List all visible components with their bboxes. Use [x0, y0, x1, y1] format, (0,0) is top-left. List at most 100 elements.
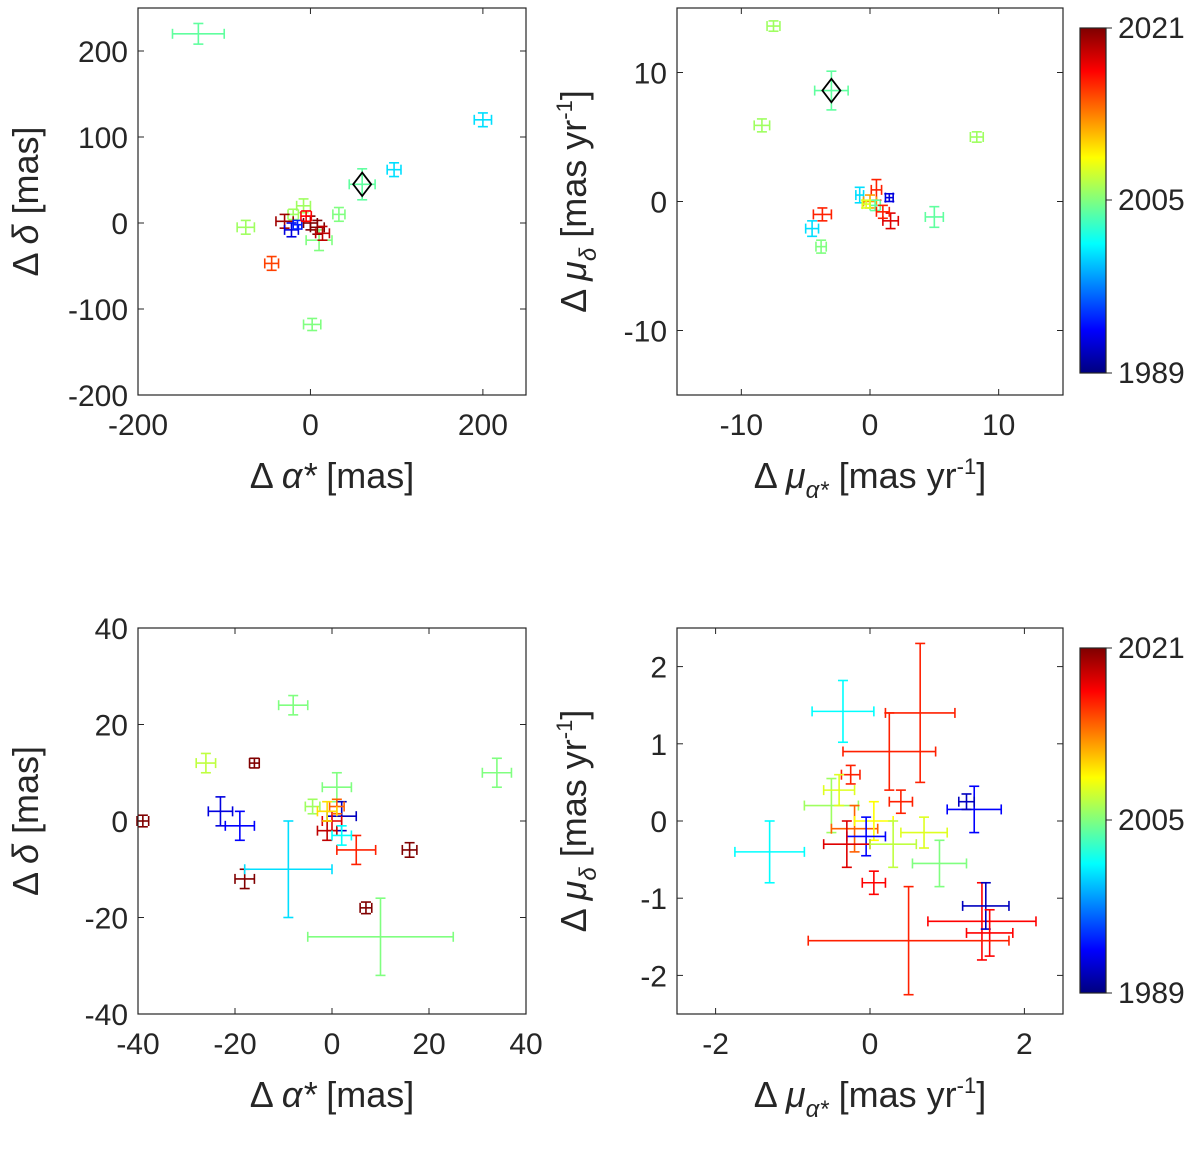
data-point — [927, 881, 1037, 961]
y-tick-label: 2 — [650, 652, 667, 685]
x-axis-label: Δ μα* [mas yr-1] — [754, 1073, 986, 1123]
data-point — [875, 204, 891, 220]
data-point — [812, 207, 833, 222]
data-point — [811, 679, 875, 744]
x-tick-label: -2 — [702, 1028, 729, 1061]
data-point — [336, 834, 377, 866]
data-point — [804, 220, 820, 238]
y-tick-label: 40 — [95, 613, 128, 646]
data-point — [924, 205, 945, 229]
data-point — [884, 642, 956, 784]
y-tick-label: -2 — [640, 960, 667, 993]
x-axis-label: Δ α* [mas] — [250, 455, 415, 496]
y-axis-label: Δ δ [mas] — [5, 746, 46, 896]
colorbar-bottom: 2021 2005 1989 — [1079, 632, 1185, 1010]
x-tick-label: 40 — [509, 1028, 542, 1061]
colorbar-top-gradient — [1079, 27, 1107, 374]
plot-frame — [676, 7, 1064, 396]
panel-top-right: -10 0 10 -10 0 10 Δ μα* [mas yr-1] Δ μδ [mas yr… — [552, 7, 1064, 504]
y-tick-label: 0 — [650, 806, 667, 839]
data-point — [853, 800, 894, 842]
colorbar-bottom-label-min: 1989 — [1118, 977, 1185, 1010]
data-point — [207, 796, 234, 827]
y-tick-label: 1 — [650, 729, 667, 762]
colorbar-bottom-gradient — [1079, 647, 1107, 994]
y-tick-label: 0 — [650, 187, 667, 220]
data-point — [734, 820, 806, 884]
data-point — [807, 885, 1010, 996]
data-point — [753, 118, 771, 133]
y-tick-label: 100 — [78, 122, 128, 155]
data-point — [243, 820, 333, 919]
y-tick-label: -1 — [640, 883, 667, 916]
data-point — [911, 839, 968, 888]
data-point — [300, 210, 313, 223]
x-tick-label: 0 — [324, 1028, 341, 1061]
data-point — [846, 816, 887, 857]
data-point — [882, 212, 900, 230]
data-point — [236, 219, 256, 235]
y-tick-label: 20 — [95, 710, 128, 743]
data-point — [316, 800, 338, 822]
x-tick-label: 10 — [982, 409, 1015, 442]
data-point — [292, 219, 303, 230]
y-axis-label: Δ μδ [mas yr-1] — [552, 90, 602, 313]
y-tick-label: 0 — [111, 806, 128, 839]
y-tick-label: -20 — [85, 903, 128, 936]
data-point — [321, 771, 353, 803]
y-tick-label: -100 — [68, 294, 128, 327]
y-tick-label: 0 — [111, 208, 128, 241]
data-point — [283, 222, 300, 238]
data-point — [234, 868, 256, 890]
data-point — [842, 712, 937, 791]
x-tick-label: 0 — [862, 409, 879, 442]
data-point — [302, 317, 322, 332]
diamond-marker — [352, 171, 373, 198]
x-tick-label: 0 — [862, 1028, 879, 1061]
plot-frame — [137, 7, 527, 396]
data-point — [277, 694, 309, 716]
data-point — [316, 820, 338, 842]
x-tick-label: 20 — [412, 1028, 445, 1061]
y-tick-label: -200 — [68, 380, 128, 413]
panel-top-left: -200 0 200 -200 -100 0 100 200 Δ α* [mas] Δ δ [ma… — [5, 7, 527, 496]
y-axis-label: Δ μδ [mas yr-1] — [552, 710, 602, 933]
x-tick-label: -10 — [720, 409, 763, 442]
data-point — [195, 752, 217, 774]
colorbar-top: 2021 2005 1989 — [1079, 12, 1185, 390]
data-point — [401, 841, 418, 858]
x-tick-label: 2 — [1016, 1028, 1033, 1061]
data-point — [766, 20, 781, 33]
data-point — [136, 814, 150, 828]
data-point — [473, 112, 493, 128]
diamond-marker — [821, 77, 842, 104]
x-tick-label: 200 — [458, 409, 508, 442]
y-tick-label: 10 — [634, 58, 667, 91]
data-point — [263, 255, 280, 272]
data-point — [481, 757, 513, 789]
data-point — [815, 239, 828, 254]
plot-frame — [137, 627, 527, 1015]
colorbar-top-label-mid: 2005 — [1118, 184, 1185, 217]
plot-frame — [676, 627, 1064, 1015]
data-point — [969, 131, 985, 143]
data-point — [386, 162, 402, 178]
colorbar-bottom-label-mid: 2005 — [1118, 804, 1185, 837]
data-point — [224, 810, 256, 842]
data-point — [957, 793, 976, 811]
data-point — [884, 192, 895, 203]
colorbar-bottom-label-max: 2021 — [1118, 632, 1185, 665]
x-tick-label: -40 — [116, 1028, 159, 1061]
data-point — [332, 206, 346, 223]
y-axis-label: Δ δ [mas] — [5, 126, 46, 276]
x-tick-label: -200 — [108, 409, 168, 442]
data-point — [314, 225, 331, 241]
y-tick-label: -10 — [624, 316, 667, 349]
data-point — [840, 764, 861, 785]
data-point — [965, 908, 1014, 957]
data-point — [900, 816, 949, 849]
data-point — [861, 199, 872, 210]
y-tick-label: 200 — [78, 36, 128, 69]
data-point — [869, 820, 918, 869]
